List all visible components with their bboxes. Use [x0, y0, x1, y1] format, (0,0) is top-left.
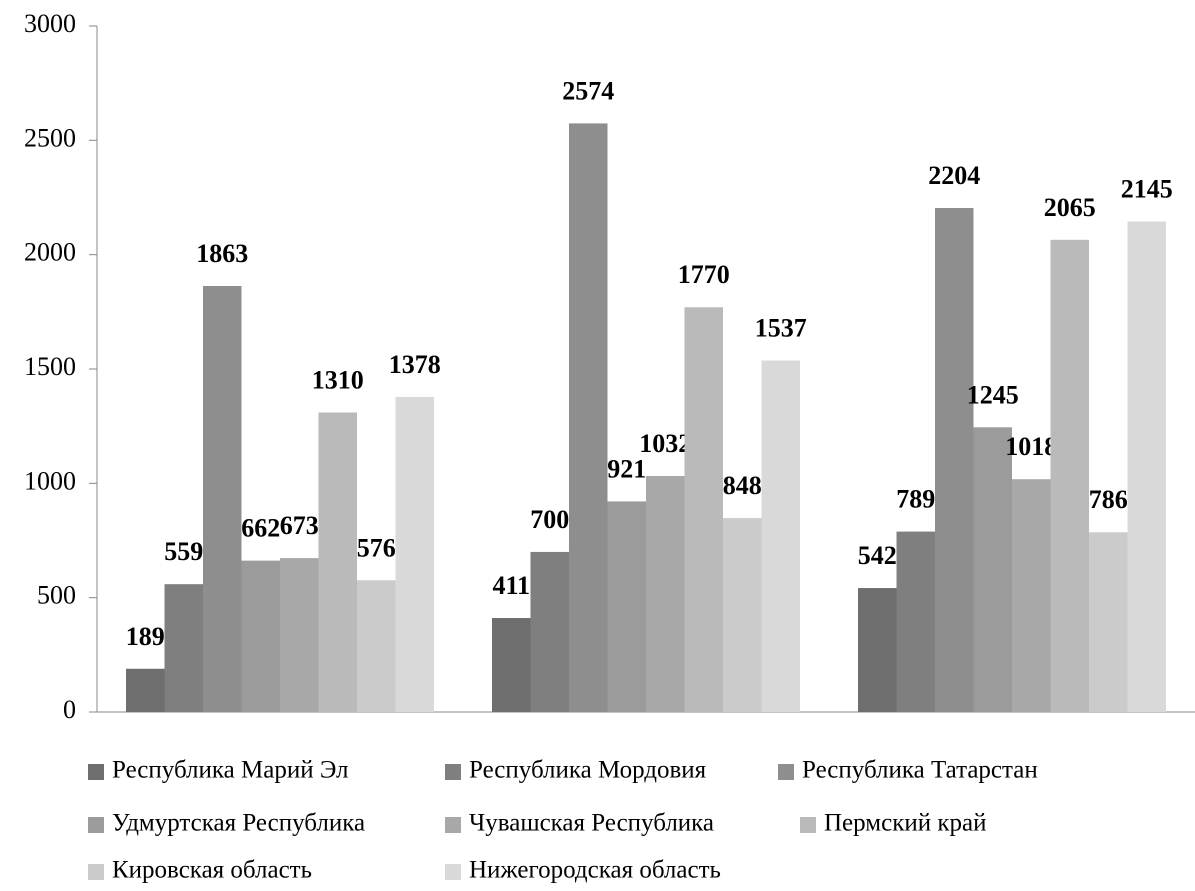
legend-label: Республика Мордовия — [469, 757, 707, 784]
data-label: 2204 — [928, 161, 980, 190]
y-tick-label: 500 — [37, 581, 76, 610]
y-tick-label: 1000 — [24, 466, 76, 495]
legend-label: Нижегородская область — [469, 857, 721, 884]
bar — [357, 580, 396, 712]
bar — [241, 560, 280, 712]
data-label: 1018 — [1005, 432, 1057, 461]
legend-swatch — [88, 817, 104, 833]
bar — [318, 412, 357, 712]
legend-label: Республика Татарстан — [802, 757, 1038, 784]
legend-swatch — [445, 764, 461, 780]
bar — [723, 518, 762, 712]
data-label: 1310 — [312, 365, 364, 394]
legend-swatch — [88, 864, 104, 880]
bar — [1050, 239, 1089, 712]
data-label: 700 — [530, 505, 569, 534]
legend-swatch — [445, 864, 461, 880]
bar — [492, 618, 531, 712]
legend-label: Республика Марий Эл — [112, 757, 349, 784]
legend-swatch — [800, 817, 816, 833]
bar — [164, 584, 203, 712]
bar — [1012, 479, 1051, 712]
data-label: 542 — [858, 541, 897, 570]
y-tick-label: 3000 — [24, 9, 76, 38]
bar — [973, 427, 1012, 712]
bar — [1127, 221, 1166, 712]
legend-label: Удмуртская Республика — [112, 810, 365, 837]
bar — [607, 501, 646, 712]
bar — [203, 285, 242, 712]
legend-swatch — [778, 764, 794, 780]
legend-label: Пермский край — [824, 810, 986, 837]
legend-label: Кировская область — [112, 857, 312, 884]
bar — [395, 396, 434, 712]
legend-swatch — [445, 817, 461, 833]
bar — [280, 558, 319, 712]
data-label: 662 — [241, 514, 280, 543]
bar — [530, 551, 569, 712]
data-label: 411 — [492, 571, 530, 600]
data-label: 576 — [357, 533, 396, 562]
data-label: 673 — [280, 511, 319, 540]
data-label: 189 — [126, 622, 165, 651]
bar — [761, 360, 800, 712]
data-label: 789 — [896, 485, 935, 514]
bar — [858, 588, 897, 712]
bar — [1089, 532, 1128, 712]
data-label: 1378 — [389, 350, 441, 379]
data-label: 921 — [607, 454, 646, 483]
bar — [126, 668, 165, 712]
data-label: 2065 — [1044, 193, 1096, 222]
data-label: 1770 — [678, 260, 730, 289]
y-tick-label: 0 — [63, 695, 76, 724]
bar — [646, 476, 685, 712]
legend-swatch — [88, 764, 104, 780]
bar — [684, 307, 723, 712]
y-tick-label: 2000 — [24, 238, 76, 267]
data-label: 1863 — [196, 239, 248, 268]
data-label: 1245 — [967, 380, 1019, 409]
data-label: 848 — [723, 471, 762, 500]
legend-label: Чувашская Республика — [469, 810, 714, 837]
data-label: 1032 — [639, 429, 691, 458]
data-label: 559 — [164, 537, 203, 566]
bar — [935, 208, 974, 712]
y-tick-label: 2500 — [24, 123, 76, 152]
bar — [896, 531, 935, 712]
data-label: 1537 — [755, 314, 807, 343]
bar — [569, 123, 608, 713]
data-label: 2574 — [562, 76, 614, 105]
data-label: 2145 — [1121, 174, 1173, 203]
y-tick-label: 1500 — [24, 352, 76, 381]
data-label: 786 — [1089, 485, 1128, 514]
